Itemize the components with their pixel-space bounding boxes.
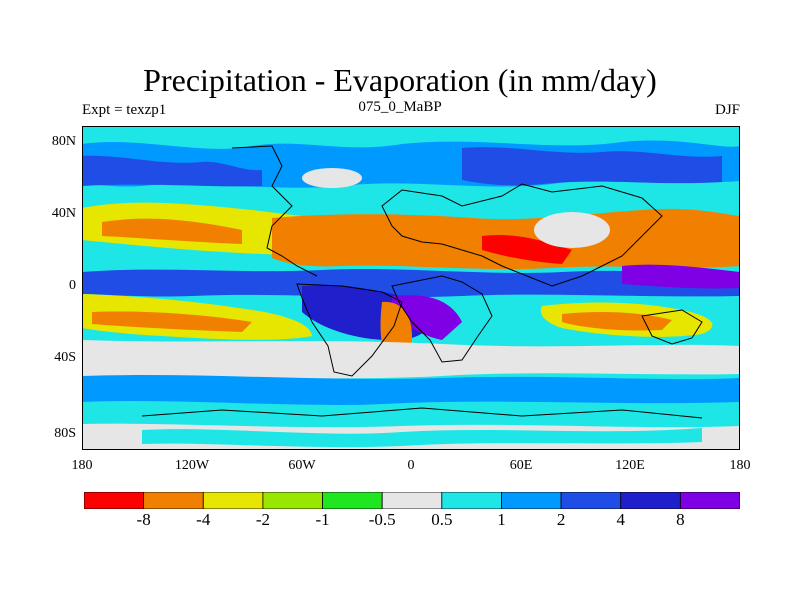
colorbar-label: 4 bbox=[616, 510, 625, 529]
colorbar-swatch bbox=[560, 492, 622, 509]
lat-label-80n: 80N bbox=[51, 134, 76, 149]
colorbar-swatch bbox=[679, 492, 740, 509]
colorbar-label: 1 bbox=[497, 510, 506, 529]
colorbar-swatch bbox=[381, 492, 443, 509]
colorbar-swatch bbox=[84, 492, 145, 509]
lat-label-80s: 80S bbox=[54, 426, 76, 441]
season-label: DJF bbox=[714, 102, 740, 118]
lon-label-180w: 180 bbox=[71, 458, 93, 473]
lon-label-180e: 180 bbox=[729, 458, 751, 473]
colorbar-label: 0.5 bbox=[431, 510, 453, 529]
colorbar bbox=[84, 492, 740, 509]
colorbar-label: 2 bbox=[556, 510, 566, 529]
lon-label-120w: 120W bbox=[174, 458, 210, 473]
colorbar-label: -1 bbox=[315, 510, 330, 529]
colorbar-swatch bbox=[501, 492, 562, 509]
lon-label-0: 0 bbox=[407, 458, 415, 473]
colorbar-label: -8 bbox=[136, 510, 151, 529]
lat-label-40n: 40N bbox=[51, 206, 76, 221]
lat-label-0: 0 bbox=[69, 278, 76, 293]
colorbar-label: -4 bbox=[196, 510, 211, 529]
colorbar-swatch bbox=[441, 492, 502, 509]
plot-title: Precipitation - Evaporation (in mm/day) bbox=[143, 62, 657, 98]
colorbar-swatch bbox=[620, 492, 681, 509]
colorbar-swatch bbox=[322, 492, 383, 509]
lon-label-120e: 120E bbox=[615, 458, 645, 473]
lon-label-60e: 60E bbox=[509, 458, 533, 473]
colorbar-label: -2 bbox=[255, 510, 270, 529]
colorbar-swatch bbox=[143, 492, 204, 509]
experiment-label: Expt = texzp1 bbox=[82, 102, 167, 118]
colorbar-swatch bbox=[202, 492, 264, 509]
colorbar-swatch bbox=[262, 492, 323, 509]
lat-label-40s: 40S bbox=[54, 350, 76, 365]
lon-label-60w: 60W bbox=[288, 458, 316, 473]
colorbar-label: 8 bbox=[676, 510, 685, 529]
colorbar-label: -0.5 bbox=[368, 510, 396, 529]
pe-map bbox=[82, 126, 740, 450]
plot-subtitle: 075_0_MaBP bbox=[358, 99, 442, 115]
